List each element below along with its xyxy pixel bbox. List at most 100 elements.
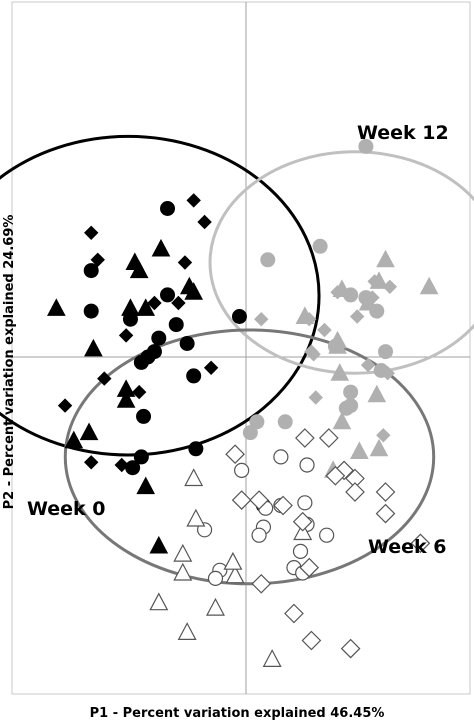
- point-circle-week-12: [338, 400, 354, 416]
- point-circle-week-0: [83, 303, 99, 319]
- group-ellipses: [0, 134, 474, 586]
- point-triangle-week-0: [121, 298, 140, 316]
- point-triangle-week-0: [47, 298, 66, 316]
- point-diamond-week-6: [345, 482, 365, 502]
- point-triangle-week-0: [116, 390, 136, 408]
- point-circle-week-0: [160, 201, 176, 216]
- point-circle-week-12: [249, 414, 265, 430]
- point-circle-week-0: [231, 309, 247, 324]
- point-circle-week-0: [168, 317, 184, 333]
- point-diamond-week-12: [376, 428, 391, 443]
- point-diamond-week-6: [231, 490, 252, 510]
- point-circle-week-6: [251, 527, 267, 543]
- point-circle-week-12: [343, 384, 359, 400]
- point-triangle-week-6: [173, 562, 193, 581]
- point-diamond-week-12: [365, 290, 380, 305]
- point-triangle-week-12: [330, 363, 350, 381]
- point-circle-week-6: [273, 449, 289, 465]
- point-circle-week-12: [277, 414, 293, 430]
- point-diamond-week-6: [375, 482, 396, 502]
- point-diamond-week-0: [203, 360, 219, 376]
- point-triangle-week-6: [184, 468, 204, 487]
- point-triangle-week-12: [367, 384, 387, 403]
- plot-frame: [11, 1, 471, 695]
- point-diamond-week-6: [273, 495, 293, 516]
- point-circle-week-12: [242, 425, 258, 441]
- point-diamond-week-0: [90, 252, 105, 268]
- point-diamond-week-6: [340, 638, 361, 659]
- point-circle-week-0: [133, 354, 149, 370]
- point-diamond-week-0: [114, 457, 129, 473]
- point-diamond-week-0: [147, 295, 162, 311]
- point-triangle-week-12: [350, 441, 369, 459]
- point-diamond-week-12: [360, 357, 376, 373]
- point-triangle-week-0: [184, 282, 204, 300]
- point-diamond-week-0: [197, 214, 212, 230]
- point-circle-week-12: [260, 252, 276, 268]
- point-diamond-week-6: [299, 557, 320, 578]
- point-diamond-week-0: [118, 328, 134, 343]
- group-label-week-0: Week 0: [27, 498, 106, 520]
- point-circle-week-12: [358, 138, 374, 154]
- data-points: [47, 138, 439, 668]
- point-triangle-week-12: [332, 411, 352, 430]
- point-circle-week-6: [297, 495, 313, 511]
- point-diamond-week-12: [382, 279, 398, 295]
- point-circle-week-6: [292, 543, 309, 560]
- point-circle-week-0: [160, 287, 176, 303]
- point-circle-week-0: [186, 368, 202, 384]
- point-diamond-week-6: [225, 444, 245, 465]
- point-triangle-week-6: [223, 551, 243, 570]
- point-circle-week-6: [319, 527, 335, 543]
- point-triangle-week-6: [177, 622, 197, 641]
- point-triangle-week-0: [136, 298, 156, 316]
- x-axis-label: P1 - Percent variation explained 46.45%: [90, 706, 385, 721]
- point-diamond-week-0: [171, 295, 186, 311]
- point-circle-week-6: [234, 462, 250, 478]
- point-triangle-week-0: [151, 238, 171, 257]
- point-triangle-week-6: [149, 592, 169, 611]
- point-diamond-week-0: [84, 225, 99, 241]
- point-diamond-week-6: [284, 603, 304, 624]
- point-triangle-week-0: [136, 476, 156, 495]
- group-labels: Week 0 Week 12 Week 6: [27, 122, 449, 558]
- group-label-week-12: Week 12: [357, 122, 449, 144]
- point-circle-week-6: [299, 457, 315, 473]
- point-diamond-week-12: [306, 347, 321, 362]
- point-diamond-week-6: [301, 630, 322, 651]
- point-diamond-week-0: [131, 384, 147, 400]
- point-diamond-week-6: [249, 490, 269, 510]
- point-triangle-week-12: [376, 249, 395, 268]
- group-label-week-6: Week 6: [368, 536, 447, 558]
- ellipse-week-0: [0, 134, 321, 457]
- y-axis-label: P2 - Percent variation explained 24.69%: [2, 215, 17, 510]
- point-circle-week-0: [179, 336, 195, 351]
- point-diamond-week-12: [349, 309, 365, 324]
- point-diamond-week-12: [317, 322, 332, 338]
- point-diamond-week-6: [325, 465, 346, 486]
- point-circle-week-0: [125, 460, 141, 476]
- point-diamond-week-12: [380, 365, 395, 381]
- point-diamond-week-0: [84, 455, 99, 470]
- point-diamond-week-12: [330, 284, 345, 300]
- point-triangle-week-6: [262, 649, 282, 668]
- point-circle-week-0: [83, 263, 99, 279]
- point-diamond-week-0: [97, 371, 112, 386]
- point-diamond-week-0: [57, 398, 73, 413]
- point-triangle-week-0: [129, 260, 149, 279]
- point-diamond-week-0: [186, 193, 201, 208]
- ellipse-week-12: [208, 150, 474, 375]
- point-circle-week-0: [188, 441, 204, 457]
- ellipse-week-6: [63, 328, 436, 586]
- point-circle-week-6: [207, 570, 224, 587]
- point-diamond-week-12: [308, 390, 323, 405]
- point-circle-week-12: [378, 344, 394, 360]
- point-diamond-week-0: [177, 255, 193, 270]
- point-diamond-week-12: [302, 311, 317, 327]
- point-diamond-week-6: [292, 511, 313, 532]
- point-triangle-week-12: [369, 438, 389, 457]
- point-circle-week-0: [133, 449, 149, 465]
- point-circle-week-12: [312, 238, 328, 254]
- point-triangle-week-0: [149, 535, 169, 554]
